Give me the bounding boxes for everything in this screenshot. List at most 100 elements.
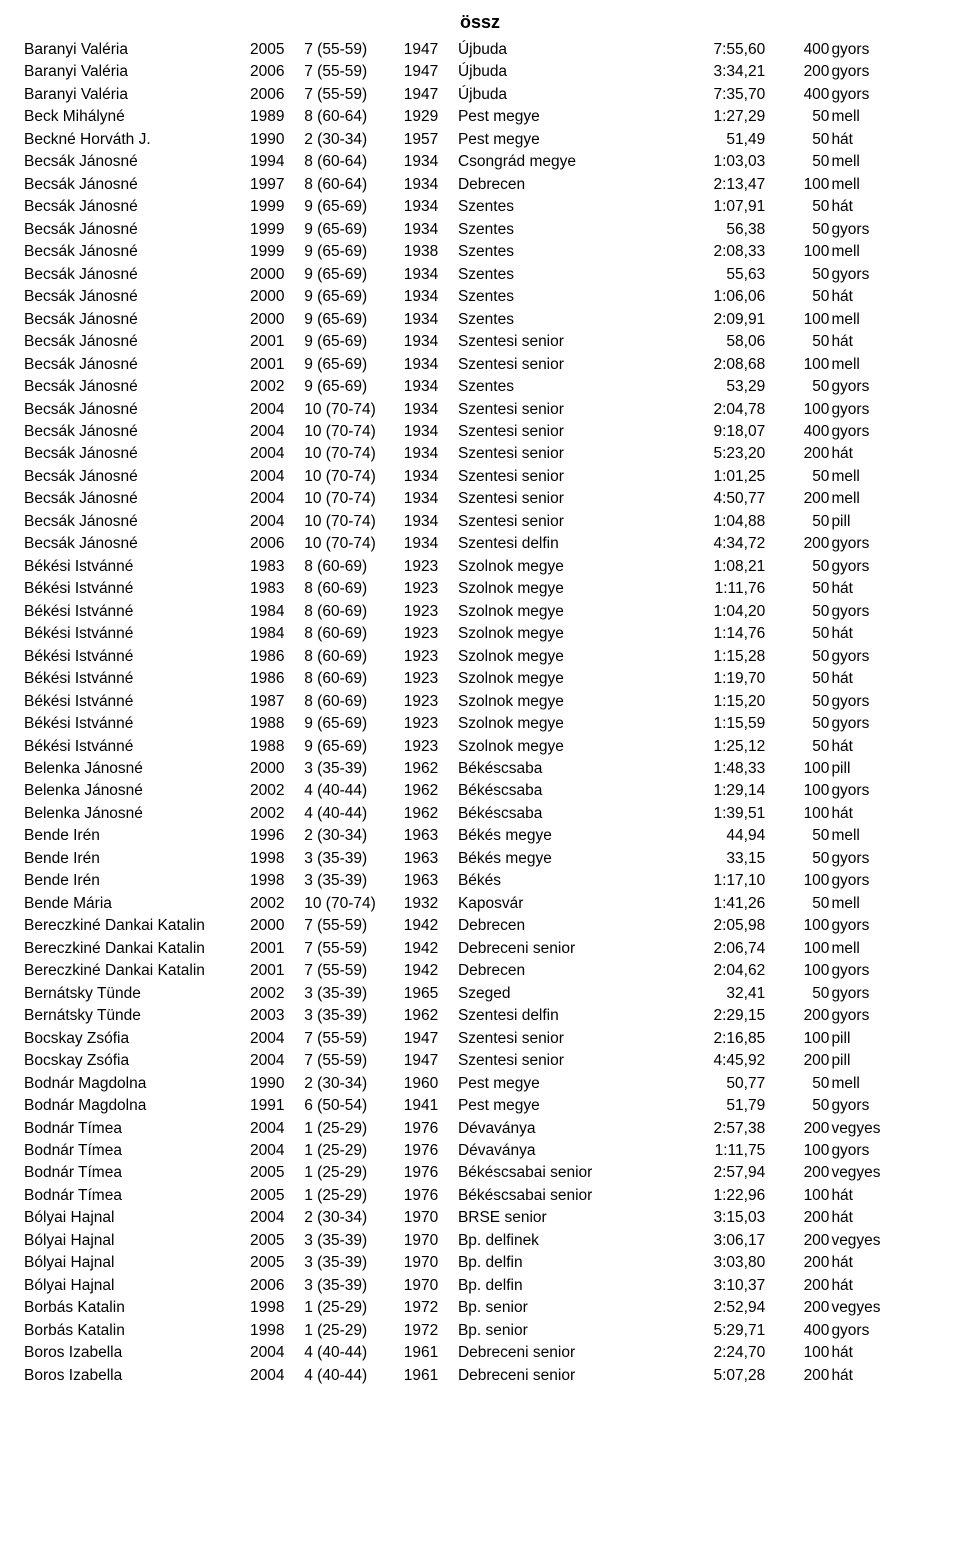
table-row: Becsák Jánosné200410 (70-74)1934Szentesi…	[20, 443, 940, 465]
cell-name: Bólyai Hajnal	[20, 1230, 250, 1252]
cell-born: 1942	[404, 960, 458, 982]
cell-name: Békési Istvánné	[20, 713, 250, 735]
cell-club: Szolnok megye	[458, 556, 657, 578]
cell-year: 2006	[250, 1275, 304, 1297]
cell-club: Szolnok megye	[458, 601, 657, 623]
cell-club: Szolnok megye	[458, 646, 657, 668]
cell-club: Bp. delfin	[458, 1252, 657, 1274]
cell-club: Szentesi senior	[458, 421, 657, 443]
cell-club: Bp. delfinek	[458, 1230, 657, 1252]
cell-cat: 6 (50-54)	[304, 1095, 403, 1117]
cell-event: gyors	[829, 713, 940, 735]
cell-cat: 2 (30-34)	[304, 825, 403, 847]
cell-year: 2000	[250, 309, 304, 331]
cell-club: Dévaványa	[458, 1140, 657, 1162]
table-row: Bólyai Hajnal20042 (30-34)1970BRSE senio…	[20, 1207, 940, 1229]
cell-dist: 50	[775, 848, 829, 870]
cell-time: 2:04,78	[657, 399, 775, 421]
cell-born: 1976	[404, 1185, 458, 1207]
cell-event: hát	[829, 1342, 940, 1364]
cell-dist: 100	[775, 938, 829, 960]
cell-time: 1:11,76	[657, 578, 775, 600]
table-row: Bende Irén19983 (35-39)1963Békés1:17,101…	[20, 870, 940, 892]
cell-event: gyors	[829, 983, 940, 1005]
cell-born: 1947	[404, 84, 458, 106]
cell-cat: 9 (65-69)	[304, 286, 403, 308]
cell-cat: 10 (70-74)	[304, 466, 403, 488]
cell-name: Bólyai Hajnal	[20, 1207, 250, 1229]
cell-time: 44,94	[657, 825, 775, 847]
table-row: Becsák Jánosné200410 (70-74)1934Szentesi…	[20, 466, 940, 488]
cell-club: Dévaványa	[458, 1118, 657, 1140]
cell-name: Belenka Jánosné	[20, 803, 250, 825]
cell-club: Szentesi senior	[458, 1028, 657, 1050]
cell-club: Szentesi senior	[458, 466, 657, 488]
cell-dist: 50	[775, 623, 829, 645]
cell-time: 2:08,33	[657, 241, 775, 263]
cell-cat: 10 (70-74)	[304, 399, 403, 421]
cell-time: 2:04,62	[657, 960, 775, 982]
cell-born: 1942	[404, 938, 458, 960]
cell-year: 2006	[250, 533, 304, 555]
table-row: Bólyai Hajnal20063 (35-39)1970Bp. delfin…	[20, 1275, 940, 1297]
cell-time: 1:15,59	[657, 713, 775, 735]
cell-born: 1934	[404, 264, 458, 286]
cell-dist: 50	[775, 983, 829, 1005]
cell-event: hát	[829, 623, 940, 645]
cell-dist: 200	[775, 1005, 829, 1027]
cell-born: 1970	[404, 1230, 458, 1252]
cell-born: 1942	[404, 915, 458, 937]
cell-born: 1934	[404, 443, 458, 465]
cell-dist: 200	[775, 1230, 829, 1252]
cell-cat: 2 (30-34)	[304, 1207, 403, 1229]
cell-year: 2001	[250, 331, 304, 353]
table-row: Békési Istvánné19848 (60-69)1923Szolnok …	[20, 601, 940, 623]
cell-name: Becsák Jánosné	[20, 196, 250, 218]
cell-born: 1963	[404, 848, 458, 870]
cell-born: 1923	[404, 578, 458, 600]
cell-born: 1938	[404, 241, 458, 263]
cell-year: 2000	[250, 758, 304, 780]
cell-event: mell	[829, 1073, 940, 1095]
cell-dist: 100	[775, 241, 829, 263]
cell-dist: 50	[775, 511, 829, 533]
cell-year: 1990	[250, 1073, 304, 1095]
cell-cat: 9 (65-69)	[304, 331, 403, 353]
cell-club: Békés	[458, 870, 657, 892]
cell-dist: 50	[775, 376, 829, 398]
cell-time: 2:16,85	[657, 1028, 775, 1050]
cell-dist: 200	[775, 1050, 829, 1072]
cell-cat: 3 (35-39)	[304, 758, 403, 780]
cell-time: 1:01,25	[657, 466, 775, 488]
cell-name: Békési Istvánné	[20, 736, 250, 758]
cell-year: 2004	[250, 443, 304, 465]
cell-dist: 100	[775, 309, 829, 331]
cell-time: 5:29,71	[657, 1320, 775, 1342]
cell-club: Bp. senior	[458, 1320, 657, 1342]
cell-name: Becsák Jánosné	[20, 331, 250, 353]
cell-year: 2005	[250, 1162, 304, 1184]
cell-cat: 3 (35-39)	[304, 983, 403, 1005]
cell-event: hát	[829, 1207, 940, 1229]
cell-club: Pest megye	[458, 1073, 657, 1095]
table-row: Becsák Jánosné19948 (60-64)1934Csongrád …	[20, 151, 940, 173]
cell-time: 1:19,70	[657, 668, 775, 690]
cell-cat: 3 (35-39)	[304, 1230, 403, 1252]
table-row: Békési Istvánné19889 (65-69)1923Szolnok …	[20, 713, 940, 735]
cell-born: 1962	[404, 1005, 458, 1027]
cell-year: 2001	[250, 938, 304, 960]
table-row: Bocskay Zsófia20047 (55-59)1947Szentesi …	[20, 1028, 940, 1050]
table-row: Becsák Jánosné20009 (65-69)1934Szentes2:…	[20, 309, 940, 331]
cell-year: 2006	[250, 84, 304, 106]
cell-cat: 1 (25-29)	[304, 1162, 403, 1184]
table-row: Becsák Jánosné20029 (65-69)1934Szentes53…	[20, 376, 940, 398]
table-row: Baranyi Valéria20057 (55-59)1947Újbuda7:…	[20, 39, 940, 61]
table-row: Bólyai Hajnal20053 (35-39)1970Bp. delfin…	[20, 1230, 940, 1252]
cell-club: Szentesi senior	[458, 511, 657, 533]
cell-year: 2004	[250, 399, 304, 421]
table-row: Békési Istvánné19889 (65-69)1923Szolnok …	[20, 736, 940, 758]
cell-dist: 50	[775, 219, 829, 241]
cell-time: 7:35,70	[657, 84, 775, 106]
cell-cat: 1 (25-29)	[304, 1118, 403, 1140]
cell-year: 1997	[250, 174, 304, 196]
